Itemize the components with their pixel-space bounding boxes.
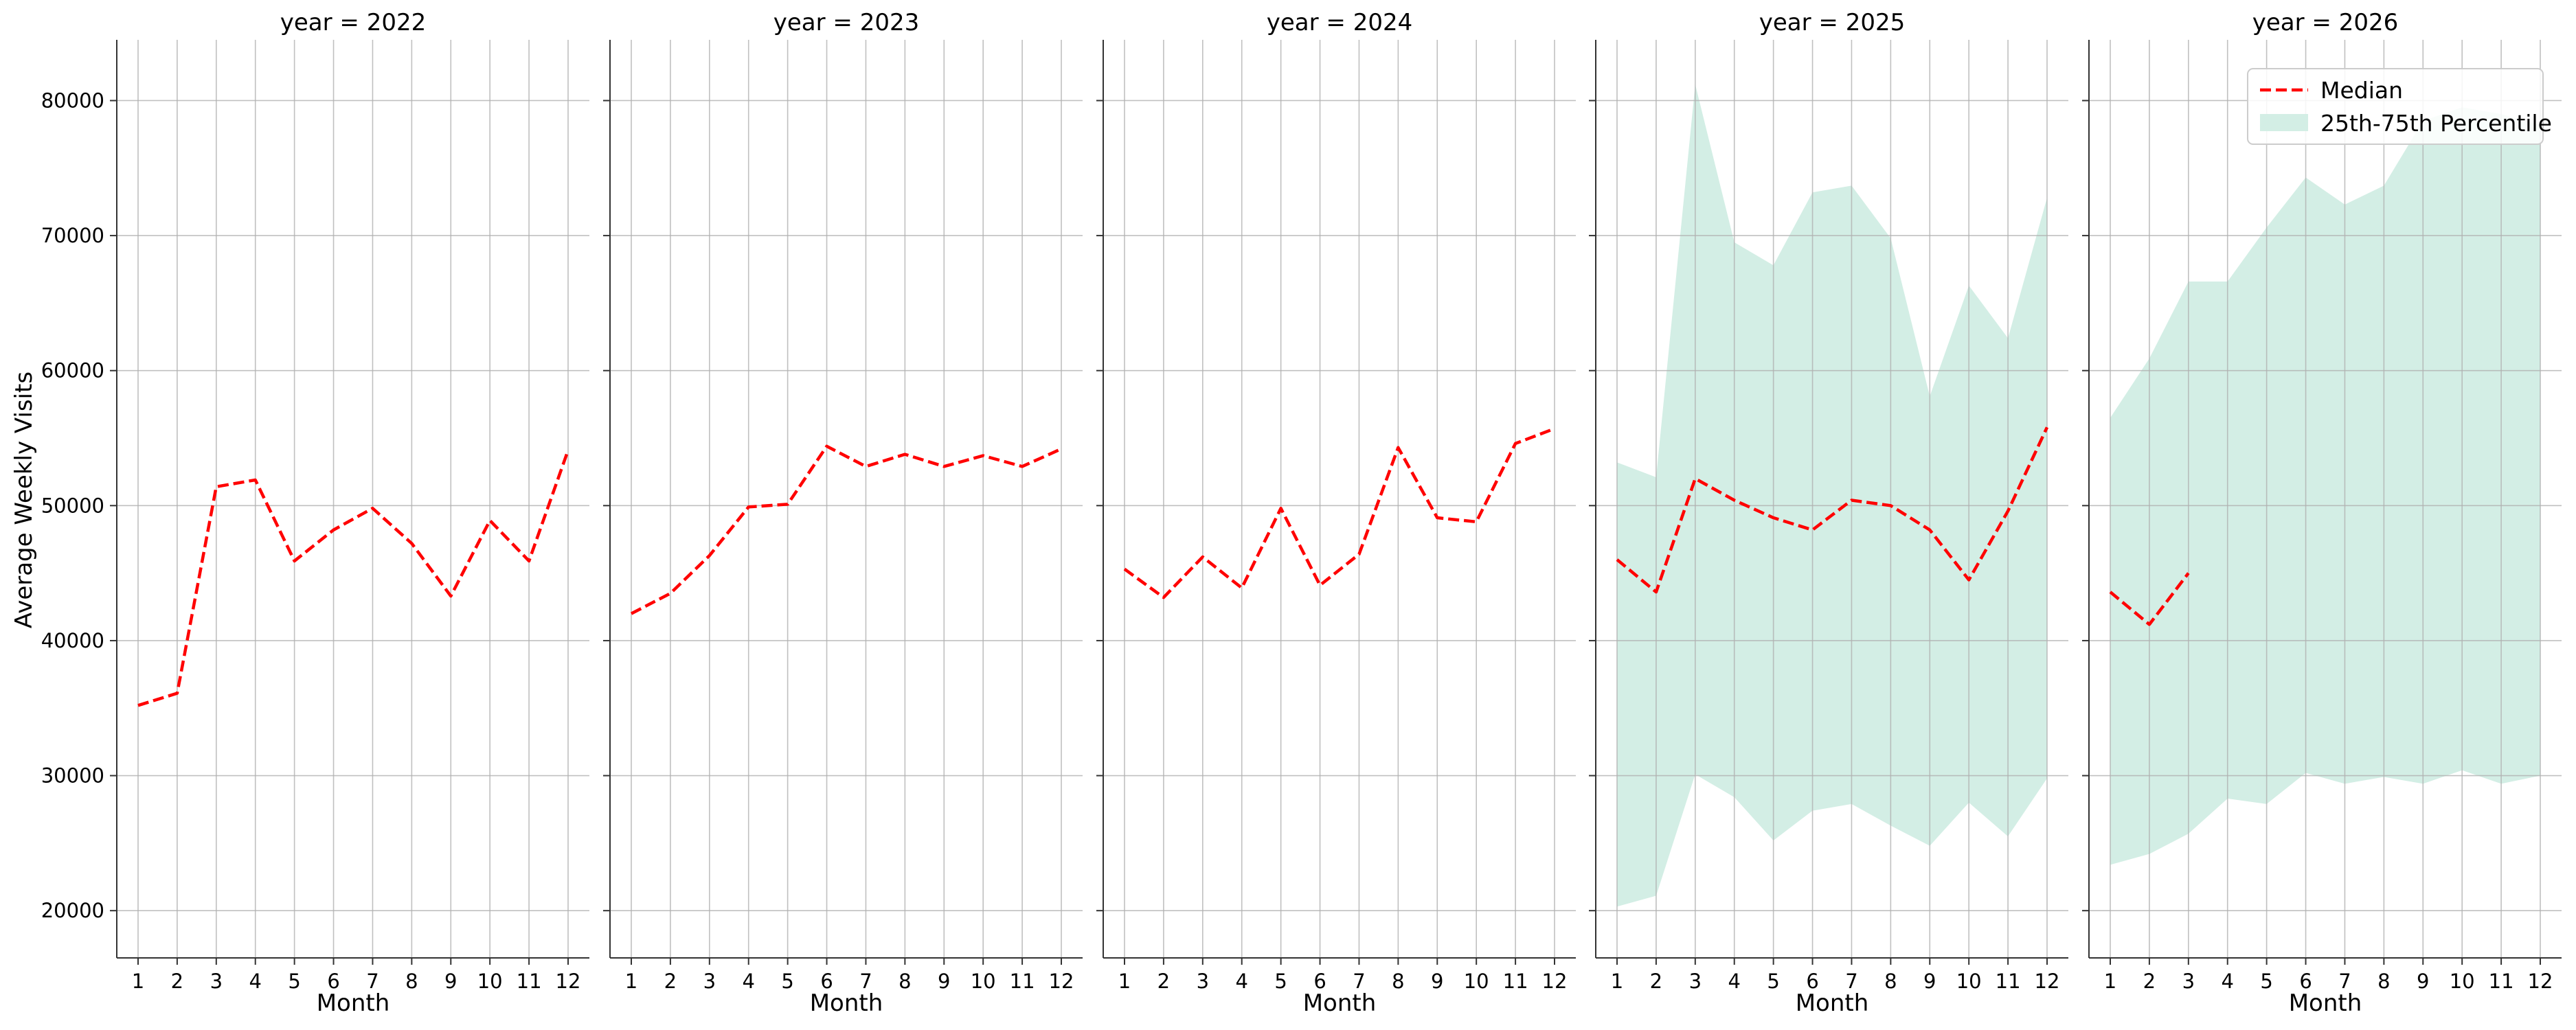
x-tick-label: 1 bbox=[1118, 970, 1131, 993]
x-tick-label: 8 bbox=[405, 970, 418, 993]
percentile-band bbox=[1617, 84, 2047, 907]
x-tick-label: 7 bbox=[2338, 970, 2351, 993]
median-line bbox=[630, 444, 1062, 615]
x-tick-label: 2 bbox=[1157, 970, 1170, 993]
panel-title: year = 2024 bbox=[1267, 9, 1412, 36]
x-tick-label: 11 bbox=[1996, 970, 2021, 993]
x-tick-label: 6 bbox=[1806, 970, 1818, 993]
x-axis-label: Month bbox=[1303, 989, 1377, 1017]
x-tick-label: 1 bbox=[1611, 970, 1623, 993]
x-tick-label: 5 bbox=[2260, 970, 2272, 993]
y-tick-label: 40000 bbox=[41, 629, 104, 652]
x-tick-label: 2 bbox=[171, 970, 183, 993]
x-tick-label: 11 bbox=[2489, 970, 2514, 993]
x-tick-label: 2 bbox=[2143, 970, 2156, 993]
x-tick-label: 8 bbox=[1392, 970, 1404, 993]
x-tick-label: 3 bbox=[1689, 970, 1702, 993]
x-tick-label: 9 bbox=[1431, 970, 1443, 993]
legend-frame bbox=[2247, 68, 2544, 145]
x-tick-label: 9 bbox=[1923, 970, 1936, 993]
x-tick-label: 4 bbox=[1236, 970, 1248, 993]
x-tick-label: 3 bbox=[2182, 970, 2195, 993]
median-line bbox=[1616, 426, 2049, 594]
y-tick-label: 20000 bbox=[41, 899, 104, 922]
x-tick-label: 9 bbox=[444, 970, 457, 993]
panel-title: year = 2022 bbox=[280, 9, 426, 36]
x-tick-label: 4 bbox=[1728, 970, 1741, 993]
x-axis-label: Month bbox=[317, 989, 390, 1017]
median-line bbox=[137, 449, 570, 707]
x-tick-label: 10 bbox=[971, 970, 996, 993]
percentile-band bbox=[2110, 107, 2540, 865]
legend-band-swatch bbox=[2260, 114, 2308, 131]
x-tick-label: 12 bbox=[2035, 970, 2060, 993]
x-tick-label: 6 bbox=[327, 970, 339, 993]
legend-band-label: 25th-75th Percentile bbox=[2320, 110, 2552, 137]
x-tick-label: 2 bbox=[664, 970, 677, 993]
x-tick-label: 5 bbox=[1767, 970, 1779, 993]
x-tick-label: 7 bbox=[859, 970, 872, 993]
x-tick-label: 5 bbox=[781, 970, 793, 993]
x-axis-label: Month bbox=[810, 989, 883, 1017]
x-tick-label: 6 bbox=[820, 970, 833, 993]
x-tick-label: 10 bbox=[1464, 970, 1489, 993]
x-tick-label: 9 bbox=[2417, 970, 2429, 993]
panels: 1 2 3 4 5 6 7 8 9 10 11 122000030000400005000060000… bbox=[41, 9, 2562, 1017]
x-tick-label: 1 bbox=[132, 970, 144, 993]
y-tick-label: 30000 bbox=[41, 764, 104, 788]
y-tick-label: 70000 bbox=[41, 224, 104, 247]
x-tick-label: 11 bbox=[517, 970, 542, 993]
x-tick-label: 9 bbox=[938, 970, 950, 993]
x-tick-label: 4 bbox=[249, 970, 262, 993]
x-tick-label: 11 bbox=[1010, 970, 1035, 993]
x-tick-label: 12 bbox=[1049, 970, 1074, 993]
x-tick-label: 1 bbox=[2104, 970, 2116, 993]
x-tick-label: 10 bbox=[477, 970, 503, 993]
x-tick-label: 2 bbox=[1650, 970, 1662, 993]
y-axis-label: Average Weekly Visits bbox=[10, 371, 38, 628]
x-tick-label: 5 bbox=[288, 970, 300, 993]
legend-median-label: Median bbox=[2320, 77, 2403, 104]
x-tick-label: 3 bbox=[703, 970, 716, 993]
legend: Median 25th-75th Percentile bbox=[2247, 68, 2552, 145]
panel-title: year = 2026 bbox=[2252, 9, 2398, 36]
x-tick-label: 8 bbox=[1884, 970, 1897, 993]
x-tick-label: 7 bbox=[1845, 970, 1857, 993]
x-tick-label: 10 bbox=[1956, 970, 1982, 993]
x-axis-label: Month bbox=[2289, 989, 2362, 1017]
y-tick-label: 50000 bbox=[41, 494, 104, 517]
x-tick-label: 6 bbox=[1313, 970, 1326, 993]
panel-title: year = 2023 bbox=[773, 9, 919, 36]
y-tick-label: 60000 bbox=[41, 359, 104, 382]
x-tick-label: 6 bbox=[2299, 970, 2312, 993]
x-tick-label: 7 bbox=[1353, 970, 1365, 993]
x-tick-label: 10 bbox=[2450, 970, 2475, 993]
panel-title: year = 2025 bbox=[1759, 9, 1905, 36]
x-tick-label: 3 bbox=[1197, 970, 1209, 993]
y-tick-label: 80000 bbox=[41, 89, 104, 112]
x-tick-label: 8 bbox=[899, 970, 911, 993]
x-tick-label: 11 bbox=[1503, 970, 1528, 993]
median-line bbox=[1123, 427, 1555, 599]
panel-1: 1 2 3 4 5 6 7 8 9 10 11 122000030000400005000060000… bbox=[41, 9, 589, 1017]
x-tick-label: 4 bbox=[2222, 970, 2234, 993]
x-tick-label: 3 bbox=[210, 970, 223, 993]
x-tick-label: 12 bbox=[2528, 970, 2553, 993]
x-axis-label: Month bbox=[1796, 989, 1869, 1017]
x-tick-label: 8 bbox=[2377, 970, 2390, 993]
x-tick-label: 4 bbox=[743, 970, 755, 993]
x-tick-label: 12 bbox=[556, 970, 581, 993]
x-tick-label: 5 bbox=[1274, 970, 1287, 993]
x-tick-label: 1 bbox=[625, 970, 637, 993]
x-tick-label: 12 bbox=[1542, 970, 1568, 993]
x-tick-label: 7 bbox=[366, 970, 379, 993]
